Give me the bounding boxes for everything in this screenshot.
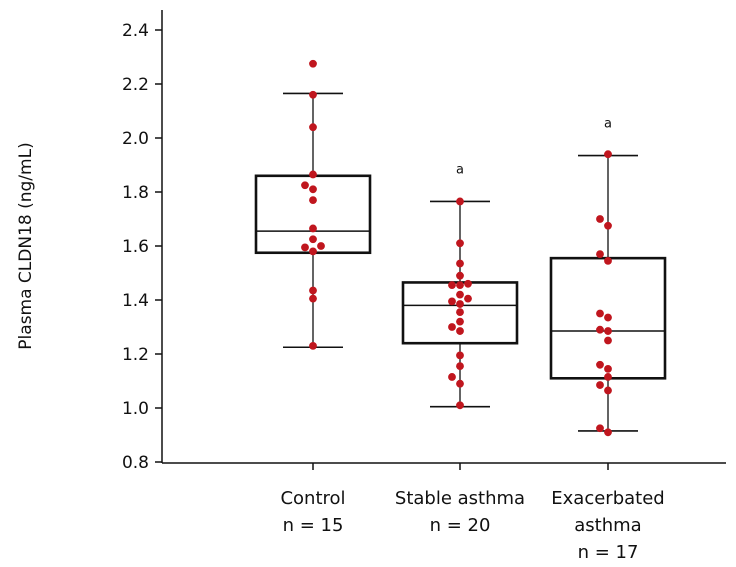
data-point	[456, 362, 464, 371]
data-point	[604, 364, 612, 373]
data-points	[301, 59, 612, 437]
y-tick-label: 1.0	[122, 399, 149, 419]
data-point	[604, 386, 612, 395]
data-point	[309, 235, 317, 244]
y-tick-label: 1.8	[122, 183, 149, 203]
data-point	[456, 290, 464, 299]
data-point	[456, 308, 464, 317]
x-category-label: Stable asthma	[395, 488, 525, 509]
data-point	[604, 221, 612, 230]
data-point	[604, 327, 612, 335]
data-point	[309, 247, 317, 256]
data-point	[309, 224, 317, 233]
data-point	[448, 373, 456, 381]
data-point	[309, 123, 317, 132]
y-tick-label: 2.0	[122, 129, 149, 149]
data-point	[596, 360, 604, 369]
data-point	[309, 342, 317, 350]
data-point	[309, 196, 317, 205]
y-tick-label: 2.4	[122, 21, 149, 41]
data-point	[456, 259, 464, 268]
x-category-label: n = 20	[430, 515, 491, 536]
x-category-label: asthma	[574, 515, 641, 536]
data-point	[309, 286, 317, 295]
data-point	[596, 215, 604, 223]
data-point	[309, 59, 317, 68]
data-point	[604, 373, 612, 381]
y-tick-label: 1.6	[122, 237, 149, 257]
data-point	[456, 379, 464, 388]
y-tick-label: 0.8	[122, 453, 149, 473]
data-point	[604, 150, 612, 159]
significance-annotation: a	[604, 117, 612, 132]
data-point	[464, 294, 472, 303]
data-point	[596, 250, 604, 258]
significance-annotation: a	[456, 162, 464, 177]
x-category-label: Exacerbated	[551, 488, 664, 509]
y-tick-label: 2.2	[122, 75, 149, 95]
data-point	[464, 279, 472, 288]
data-point	[604, 428, 612, 437]
data-point	[456, 197, 464, 206]
data-point	[596, 381, 604, 389]
data-point	[309, 294, 317, 303]
x-category-label: n = 17	[578, 542, 639, 563]
y-axis-title: Plasma CLDN18 (ng/mL)	[16, 142, 36, 349]
x-category-label: n = 15	[283, 515, 344, 536]
y-tick-label: 1.2	[122, 345, 149, 365]
data-point	[456, 317, 464, 326]
data-point	[456, 271, 464, 280]
data-point	[596, 424, 604, 433]
data-point	[301, 243, 309, 252]
data-point	[309, 90, 317, 99]
data-point	[456, 327, 464, 335]
data-point	[448, 323, 456, 331]
data-point	[456, 281, 464, 290]
data-point	[604, 336, 612, 345]
data-point	[456, 239, 464, 248]
data-point	[309, 185, 317, 194]
data-point	[448, 281, 456, 290]
data-point	[301, 181, 309, 190]
x-category-label: Control	[280, 488, 345, 509]
data-point	[596, 325, 604, 334]
data-point	[456, 300, 464, 308]
y-axis: 0.8 1.0 1.2 1.4 1.6 1.8 2.0 2.2 2.4	[122, 10, 163, 473]
data-point	[604, 256, 612, 265]
data-point	[309, 170, 317, 179]
y-tick-label: 1.4	[122, 291, 149, 311]
data-point	[456, 351, 464, 360]
data-point	[596, 309, 604, 318]
x-axis: Control n = 15 Stable asthma n = 20 Exacerba…	[162, 462, 726, 563]
data-point	[604, 313, 612, 322]
data-point	[456, 401, 464, 410]
data-point	[448, 297, 456, 306]
data-point	[317, 242, 325, 250]
